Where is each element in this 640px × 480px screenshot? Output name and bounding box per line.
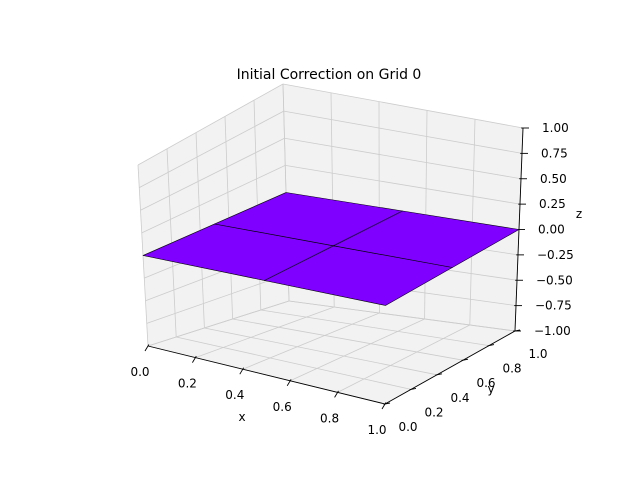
grid-line-z-left [141,165,286,234]
z-tick-label: 0.25 [539,197,566,211]
surface-patch [333,210,520,268]
grid-line-z-left [146,273,289,324]
y-tick-label: 0.0 [398,420,417,434]
x-tick-label: 0.4 [225,388,244,402]
grid-line-x-floor [337,324,470,393]
y-tick-mark [461,358,469,361]
grid-line-x-floor [290,318,425,382]
x-tick-mark [286,379,292,387]
x-tick-mark [239,367,245,375]
x-tick-label: 0.8 [320,411,339,425]
grid-line-y-floor [176,336,412,390]
grid-line-z-left [140,137,285,211]
z-axis-label: z [576,207,582,221]
grid-line-x-floor [242,312,380,370]
x-axis-label: x [238,410,245,424]
grid-line-z-back [284,137,522,180]
z-tick-label: −1.00 [534,324,571,338]
y-tick-mark [383,402,391,405]
grid-line-z-left [139,110,284,188]
y-tick-label: 0.4 [450,391,469,405]
y-axis-line [384,330,516,405]
y-tick-label: 1.0 [528,347,547,361]
y-axis-label: y [487,382,494,396]
tick-marks [144,127,529,410]
x-tick-mark [192,355,197,363]
x-tick-label: 1.0 [367,423,386,437]
x-tick-label: 0.6 [273,400,292,414]
y-tick-mark [435,373,443,376]
x-tick-mark [144,344,150,352]
y-tick-label: 0.6 [476,376,495,390]
z-tick-label: −0.25 [537,248,574,262]
surface-plot [142,192,520,306]
grid-line-z-left [147,300,290,347]
x-tick-label: 0.2 [178,377,197,391]
z-tick-label: 0.00 [538,223,565,237]
grid-line-y-floor [204,327,438,376]
grid-line-z-left [137,83,284,166]
z-tick-label: 0.50 [540,172,567,186]
chart-title: Initial Correction on Grid 0 [237,67,422,83]
y-tick-label: 0.2 [424,405,443,419]
y-tick-mark [409,387,417,391]
floor-pane [148,301,515,404]
y-tick-mark [487,344,495,347]
grid-line-z-back [288,300,516,332]
z-tick-label: −0.75 [535,299,572,313]
x-tick-mark [334,390,339,398]
grid-line-y-floor [260,309,490,346]
tick-labels: 0.0 0.2 0.4 0.6 0.8 1.0 0.0 0.2 0.4 0.6 0.8 1.0 −1.0… [130,121,573,437]
grid-line-z-back [285,164,521,205]
z-tick-label: 1.00 [542,121,569,135]
grid-line-z-back [283,110,523,154]
left-pane [138,84,289,346]
z-tick-label: −0.50 [536,273,573,287]
grid-line-y-floor [232,318,464,361]
x-axis-line [147,345,386,405]
z-tick-label: 0.75 [541,146,568,160]
grid-line-x-floor [195,306,335,358]
grid-line-z-back [282,83,524,129]
x-tick-label: 0.0 [130,365,149,379]
y-tick-label: 0.8 [502,362,521,376]
